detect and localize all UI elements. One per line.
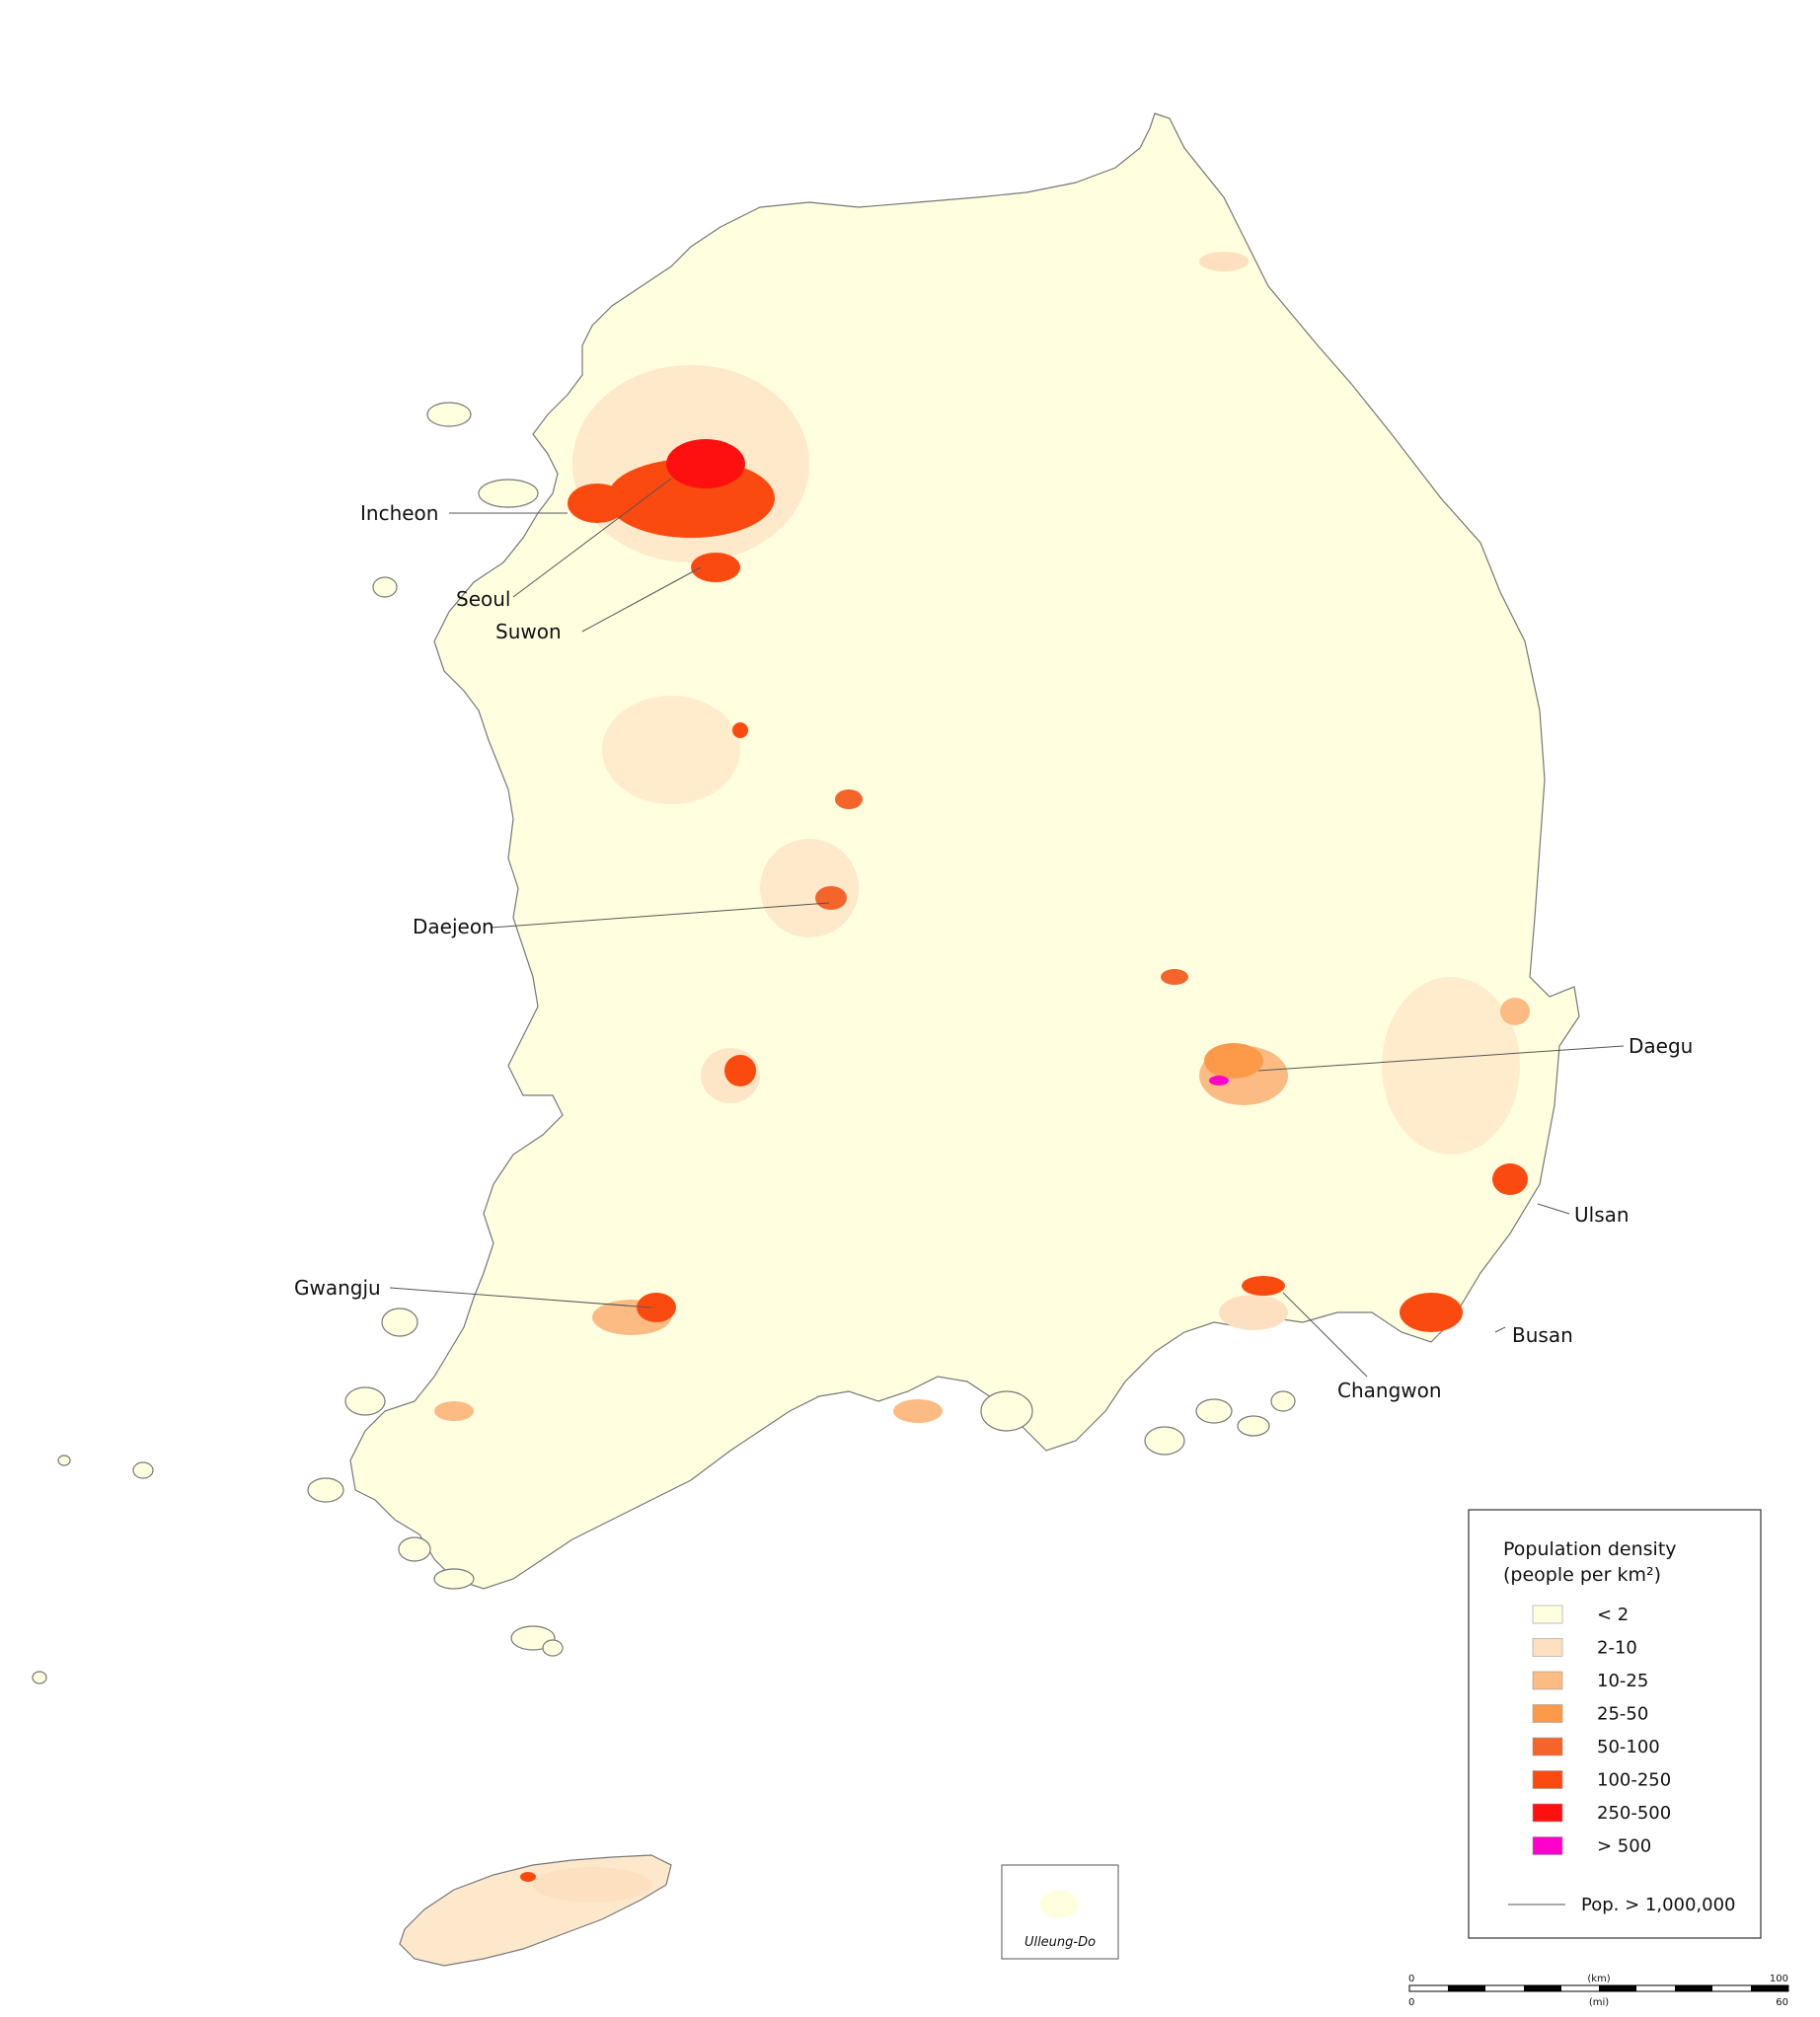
- legend-swatch-4: [1532, 1737, 1563, 1756]
- legend: Population density (people per km²) < 2 2…: [1468, 1509, 1762, 1939]
- legend-swatch-6: [1532, 1803, 1563, 1823]
- city-leaders: [389, 478, 1625, 1378]
- scale-mi-unit: (mi): [1589, 1997, 1609, 2008]
- legend-label-2: 10-25: [1597, 1671, 1648, 1691]
- city-label-suwon: Suwon: [495, 620, 562, 643]
- city-label-busan: Busan: [1512, 1323, 1573, 1347]
- city-label-daejeon: Daejeon: [413, 915, 494, 938]
- scale-km-unit: (km): [1587, 1974, 1610, 1984]
- scale-km-end: 100: [1770, 1974, 1788, 1984]
- legend-swatch-1: [1532, 1638, 1563, 1657]
- urban-areas: [520, 439, 1528, 1882]
- city-label-gwangju: Gwangju: [294, 1276, 381, 1300]
- scale-bar: 0 (km) 100 0 (mi) 60: [1408, 1974, 1789, 2008]
- scale-mi-start: 0: [1408, 1997, 1414, 2008]
- city-label-incheon: Incheon: [360, 501, 438, 525]
- legend-title-line1: Population density: [1503, 1538, 1677, 1560]
- legend-swatch-7: [1532, 1836, 1563, 1855]
- legend-label-1: 2-10: [1597, 1638, 1637, 1659]
- inset-label: Ulleung-Do: [1024, 1935, 1096, 1950]
- city-label-daegu: Daegu: [1629, 1034, 1693, 1058]
- scale-km-start: 0: [1408, 1974, 1414, 1984]
- ulleung-do-inset: Ulleung-Do: [1001, 1864, 1119, 1960]
- western-islands: [32, 402, 1296, 1684]
- legend-label-5: 100-250: [1597, 1770, 1671, 1791]
- legend-title-line2: (people per km²): [1503, 1564, 1661, 1586]
- legend-swatch-5: [1532, 1770, 1563, 1789]
- legend-swatches: < 2 2-10 10-25 25-50 50-100 100-250 250-500 > 5…: [1532, 1605, 1671, 1857]
- legend-label-3: 25-50: [1597, 1704, 1648, 1725]
- legend-swatch-3: [1532, 1704, 1563, 1723]
- city-label-seoul: Seoul: [456, 587, 510, 611]
- legend-line-label: Pop. > 1,000,000: [1581, 1895, 1736, 1915]
- legend-label-4: 50-100: [1597, 1737, 1660, 1757]
- legend-label-0: < 2: [1597, 1605, 1629, 1625]
- legend-swatch-2: [1532, 1671, 1563, 1690]
- city-labels: Incheon Seoul Suwon Daejeon Daegu Ulsan …: [294, 501, 1693, 1402]
- city-label-changwon: Changwon: [1337, 1379, 1442, 1402]
- scale-mi-end: 60: [1776, 1997, 1788, 2008]
- legend-label-6: 250-500: [1597, 1803, 1671, 1824]
- legend-swatch-0: [1532, 1605, 1563, 1624]
- mainland-korea: [349, 112, 1580, 1590]
- legend-label-7: > 500: [1597, 1836, 1651, 1857]
- city-label-ulsan: Ulsan: [1574, 1203, 1630, 1227]
